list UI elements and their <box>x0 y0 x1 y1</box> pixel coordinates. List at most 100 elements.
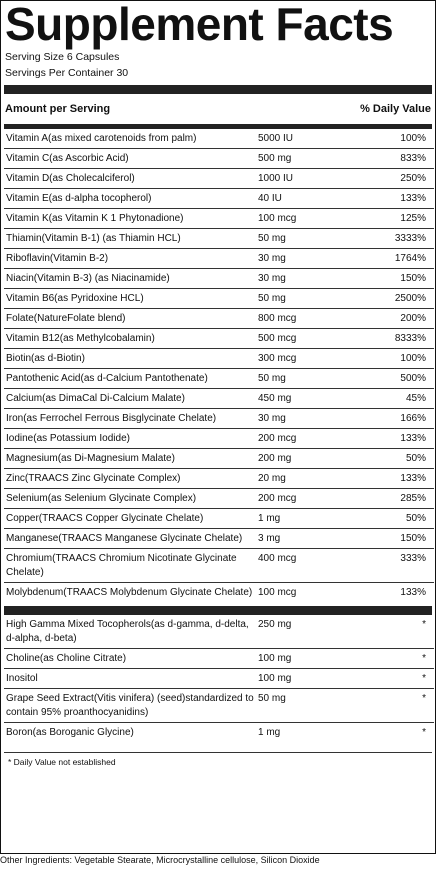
nutrient-name: Choline(as Choline Citrate) <box>4 648 256 669</box>
nutrient-row: Selenium(as Selenium Glycinate Complex) 2… <box>4 488 434 509</box>
nutrient-amount: 20 mg <box>256 468 347 489</box>
nutrient-daily-value: 250% <box>346 168 434 189</box>
nutrient-amount: 40 IU <box>256 188 347 209</box>
nutrient-amount: 50 mg <box>256 688 386 723</box>
nutrient-name: Biotin(as d-Biotin) <box>4 348 256 369</box>
nutrient-row: Boron(as Boroganic Glycine) 1 mg * <box>4 722 434 742</box>
nutrient-row: Niacin(Vitamin B-3) (as Niacinamide) 30 m… <box>4 268 434 289</box>
amount-per-serving-label: Amount per Serving <box>5 103 111 115</box>
nutrient-row: Vitamin E(as d-alpha tocopherol) 40 IU 133… <box>4 188 434 209</box>
panel-title: Supplement Facts <box>5 0 394 50</box>
nutrient-daily-value: 166% <box>346 408 434 429</box>
nutrient-row: Magnesium(as Di-Magnesium Malate) 200 mg 5… <box>4 448 434 469</box>
nutrient-daily-value: 8333% <box>346 328 434 349</box>
nutrient-daily-value: 125% <box>346 208 434 229</box>
nutrient-amount: 300 mcg <box>256 348 347 369</box>
nutrient-name: Molybdenum(TRAACS Molybdenum Glycinate C… <box>4 582 256 602</box>
nutrient-amount: 200 mg <box>256 448 347 469</box>
nutrient-amount: 30 mg <box>256 268 347 289</box>
nutrient-daily-value: * <box>385 688 434 723</box>
divider-thick <box>4 606 432 615</box>
nutrient-daily-value: * <box>385 722 434 742</box>
nutrient-daily-value: 133% <box>346 468 434 489</box>
nutrient-amount: 400 mcg <box>256 548 347 583</box>
nutrient-name: Niacin(Vitamin B-3) (as Niacinamide) <box>4 268 256 289</box>
nutrient-row: Iodine(as Potassium Iodide) 200 mcg 133% <box>4 428 434 449</box>
nutrient-name: Boron(as Boroganic Glycine) <box>4 722 256 742</box>
nutrient-row: Inositol 100 mg * <box>4 668 434 689</box>
nutrient-amount: 100 mg <box>256 648 386 669</box>
nutrient-daily-value: 150% <box>346 268 434 289</box>
nutrient-row: Zinc(TRAACS Zinc Glycinate Complex) 20 mg… <box>4 468 434 489</box>
nutrient-amount: 200 mcg <box>256 488 347 509</box>
nutrient-daily-value: * <box>422 619 426 630</box>
nutrient-daily-value: 100% <box>400 133 426 144</box>
nutrient-row: Iron(as Ferrochel Ferrous Bisglycinate C… <box>4 408 434 429</box>
nutrient-name: Vitamin B6(as Pyridoxine HCL) <box>4 288 256 309</box>
nutrient-daily-value: * <box>385 668 434 689</box>
nutrient-name: Vitamin K(as Vitamin K 1 Phytonadione) <box>4 208 256 229</box>
nutrient-daily-value: 150% <box>346 528 434 549</box>
nutrient-name: Vitamin D(as Cholecalciferol) <box>4 168 256 189</box>
nutrient-name: Grape Seed Extract(Vitis vinifera) (seed… <box>4 688 256 723</box>
nutrient-row: Copper(TRAACS Copper Glycinate Chelate) 1… <box>4 508 434 529</box>
divider-thick <box>4 85 432 94</box>
nutrient-amount: 50 mg <box>256 228 347 249</box>
supplement-facts-panel: Supplement Facts Serving Size 6 Capsules… <box>0 0 436 854</box>
nutrient-amount: 50 mg <box>256 288 347 309</box>
nutrient-row: Biotin(as d-Biotin) 300 mcg 100% <box>4 348 434 369</box>
nutrient-name: Iron(as Ferrochel Ferrous Bisglycinate C… <box>4 408 256 429</box>
nutrient-daily-value: 200% <box>346 308 434 329</box>
nutrient-daily-value: 133% <box>346 188 434 209</box>
nutrient-row: Chromium(TRAACS Chromium Nicotinate Glyc… <box>4 548 434 583</box>
nutrient-daily-value: 333% <box>346 548 434 583</box>
nutrient-amount: 800 mcg <box>256 308 347 329</box>
nutrient-row: Pantothenic Acid(as d-Calcium Pantothena… <box>4 368 434 389</box>
nutrient-name: Zinc(TRAACS Zinc Glycinate Complex) <box>4 468 256 489</box>
nutrient-name: High Gamma Mixed Tocopherols(as d-gamma,… <box>6 619 249 644</box>
nutrient-amount: 100 mcg <box>256 582 347 602</box>
nutrient-name: Magnesium(as Di-Magnesium Malate) <box>4 448 256 469</box>
nutrient-row: Vitamin C(as Ascorbic Acid) 500 mg 833% <box>4 148 434 169</box>
nutrient-amount: 100 mg <box>256 668 386 689</box>
nutrient-daily-value: * <box>385 648 434 669</box>
column-header: Amount per Serving % Daily Value <box>1 94 435 124</box>
nutrient-row: Manganese(TRAACS Manganese Glycinate Che… <box>4 528 434 549</box>
nutrient-daily-value: 2500% <box>346 288 434 309</box>
nutrient-name: Calcium(as DimaCal Di-Calcium Malate) <box>4 388 256 409</box>
nutrients-table-2: High Gamma Mixed Tocopherols(as d-gamma,… <box>4 615 434 742</box>
nutrient-row: Folate(NatureFolate blend) 800 mcg 200% <box>4 308 434 329</box>
nutrient-amount: 1 mg <box>256 722 386 742</box>
nutrient-name: Vitamin A(as mixed carotenoids from palm… <box>6 133 197 144</box>
nutrient-amount: 250 mg <box>258 619 292 630</box>
footnote: * Daily Value not established <box>4 752 432 771</box>
nutrient-name: Iodine(as Potassium Iodide) <box>4 428 256 449</box>
divider-medium <box>4 124 432 129</box>
nutrient-daily-value: 833% <box>346 148 434 169</box>
nutrient-daily-value: 285% <box>346 488 434 509</box>
nutrient-amount: 1 mg <box>256 508 347 529</box>
nutrient-name: Vitamin E(as d-alpha tocopherol) <box>4 188 256 209</box>
nutrient-name: Inositol <box>4 668 256 689</box>
nutrient-amount: 500 mg <box>256 148 347 169</box>
nutrient-daily-value: 133% <box>346 582 434 602</box>
nutrient-amount: 30 mg <box>256 248 347 269</box>
nutrient-row: High Gamma Mixed Tocopherols(as d-gamma,… <box>4 615 434 649</box>
nutrient-daily-value: 50% <box>346 448 434 469</box>
other-ingredients: Other Ingredients: Vegetable Stearate, M… <box>0 855 320 865</box>
serving-size: Serving Size 6 Capsules <box>5 51 120 63</box>
nutrient-name: Thiamin(Vitamin B-1) (as Thiamin HCL) <box>4 228 256 249</box>
nutrient-row: Vitamin A(as mixed carotenoids from palm… <box>4 129 434 149</box>
nutrient-name: Vitamin C(as Ascorbic Acid) <box>4 148 256 169</box>
nutrient-amount: 30 mg <box>256 408 347 429</box>
nutrients-table-1: Vitamin A(as mixed carotenoids from palm… <box>4 129 434 602</box>
nutrient-daily-value: 45% <box>346 388 434 409</box>
servings-per-container: Servings Per Container 30 <box>5 67 129 79</box>
nutrient-amount: 500 mcg <box>256 328 347 349</box>
nutrient-daily-value: 50% <box>346 508 434 529</box>
nutrient-row: Vitamin K(as Vitamin K 1 Phytonadione) 10… <box>4 208 434 229</box>
daily-value-label: % Daily Value <box>360 103 431 115</box>
nutrient-name: Manganese(TRAACS Manganese Glycinate Che… <box>4 528 256 549</box>
nutrient-name: Selenium(as Selenium Glycinate Complex) <box>4 488 256 509</box>
nutrient-row: Molybdenum(TRAACS Molybdenum Glycinate C… <box>4 582 434 602</box>
